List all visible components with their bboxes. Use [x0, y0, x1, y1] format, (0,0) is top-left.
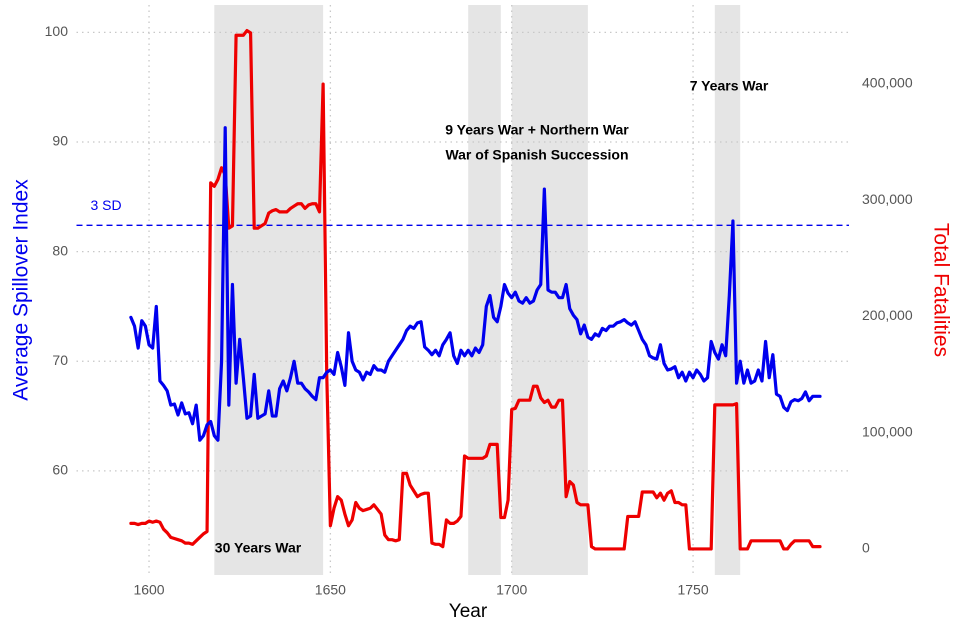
series-line [129, 126, 822, 442]
y2-tick-label: 200,000 [862, 307, 913, 323]
y-tick-label: 60 [52, 462, 68, 478]
marks [76, 28, 849, 551]
y-axis-label: Average Spillover Index [10, 179, 33, 401]
y2-tick-label: 400,000 [862, 75, 913, 91]
annotation: War of Spanish Succession [445, 147, 628, 163]
series-line [129, 28, 822, 551]
x-tick-label: 1600 [133, 582, 164, 598]
grid [76, 5, 849, 575]
y-tick-label: 80 [52, 242, 68, 258]
x-tick-label: 1650 [315, 582, 346, 598]
annotation: 7 Years War [690, 78, 769, 94]
y-tick-label: 70 [52, 352, 68, 368]
annotation: 30 Years War [215, 540, 302, 556]
y2-tick-label: 0 [862, 540, 870, 556]
reference-label: 3 SD [90, 197, 121, 213]
x-tick-label: 1700 [496, 582, 527, 598]
shaded-region [214, 5, 324, 575]
annotation: 9 Years War + Northern War [445, 122, 629, 138]
y-tick-label: 90 [52, 133, 68, 149]
y-tick-label: 100 [45, 23, 69, 39]
y2-tick-label: 100,000 [862, 423, 913, 439]
shaded-regions [214, 5, 741, 575]
x-tick-label: 1750 [677, 582, 708, 598]
shaded-region [468, 5, 501, 575]
x-axis-label: Year [449, 601, 488, 622]
y2-tick-label: 300,000 [862, 191, 913, 207]
y2-axis-label: Total Fatalities [929, 223, 952, 357]
